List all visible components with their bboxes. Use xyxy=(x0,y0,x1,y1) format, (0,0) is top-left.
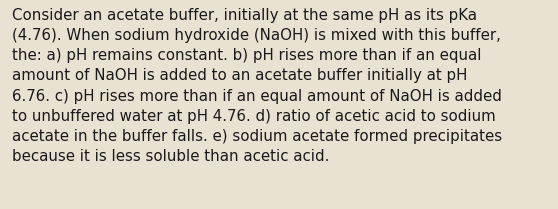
Text: Consider an acetate buffer, initially at the same pH as its pKa
(4.76). When sod: Consider an acetate buffer, initially at… xyxy=(12,8,502,164)
